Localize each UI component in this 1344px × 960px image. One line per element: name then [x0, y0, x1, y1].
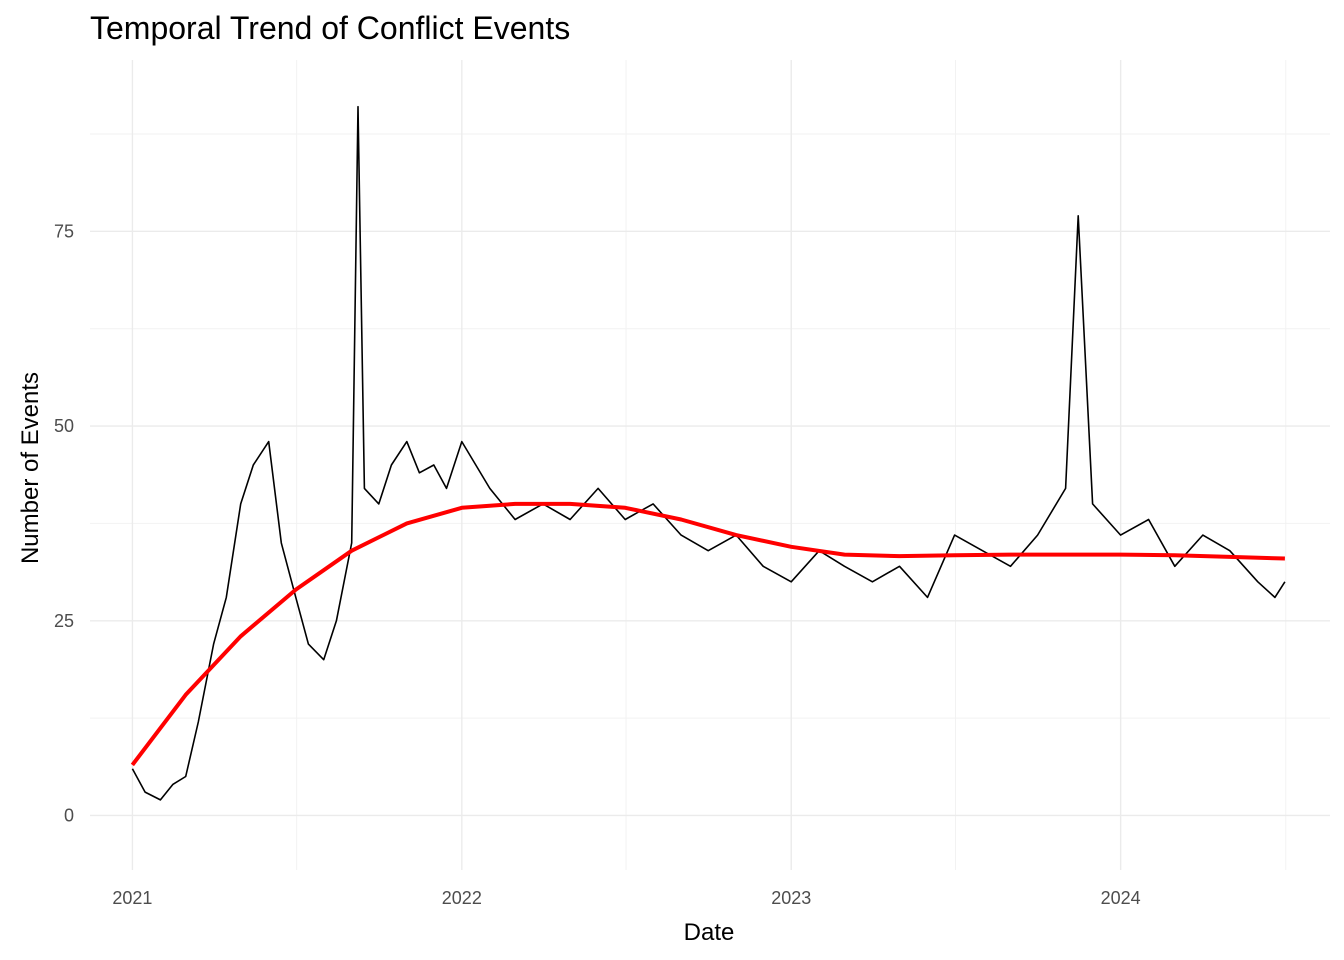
y-tick-label: 75: [54, 221, 74, 241]
chart-title: Temporal Trend of Conflict Events: [90, 10, 571, 46]
series-line-daily: [131, 105, 1286, 801]
series-line-smoothed: [130, 501, 1285, 767]
tick-labels: 0 25 50 75 2021 2022 2023 2024: [54, 221, 1141, 908]
y-tick-label: 50: [54, 416, 74, 436]
x-tick-label: 2022: [442, 888, 482, 908]
y-tick-label: 0: [64, 805, 74, 825]
y-axis-title: Number of Events: [17, 372, 44, 564]
grid: [90, 60, 1330, 870]
y-tick-label: 25: [54, 611, 74, 631]
x-tick-label: 2024: [1101, 888, 1141, 908]
x-tick-label: 2021: [112, 888, 152, 908]
series-layer: [130, 105, 1286, 801]
x-tick-label: 2023: [771, 888, 811, 908]
x-axis-title: Date: [684, 919, 735, 946]
